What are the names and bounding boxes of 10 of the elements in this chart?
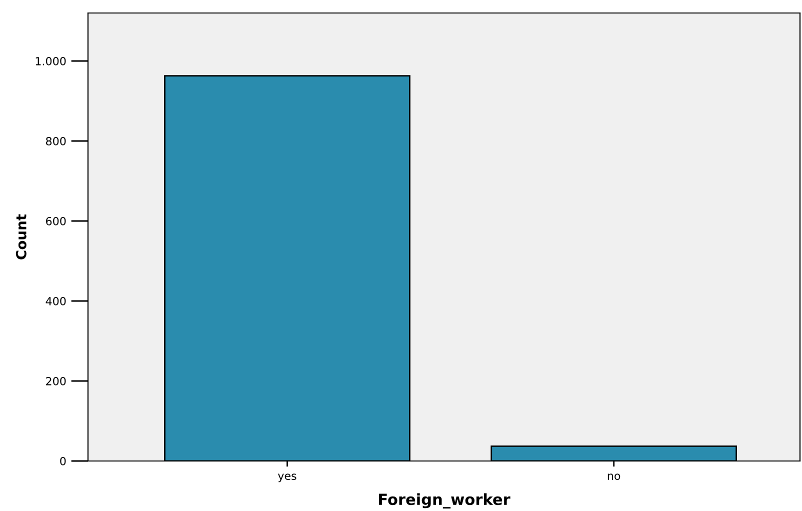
y-tick-label: 1.000	[36, 56, 66, 66]
y-axis-title: Count	[16, 214, 26, 260]
x-tick-label: no	[608, 474, 620, 480]
y-tick-label: 600	[46, 216, 66, 226]
y-tick-label: 400	[46, 296, 66, 306]
y-tick-label: 200	[46, 376, 66, 386]
y-tick-label: 800	[46, 136, 66, 146]
y-tick-label: 0	[60, 456, 66, 466]
x-tick-label: yes	[278, 474, 296, 482]
x-axis-title: Foreign_worker	[379, 493, 510, 508]
